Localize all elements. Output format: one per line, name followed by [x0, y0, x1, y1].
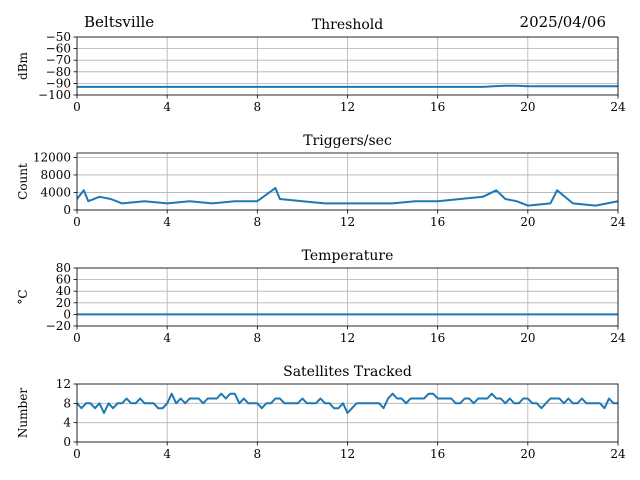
threshold-ytick-label: −90 — [46, 76, 71, 90]
satellites-xtick-label: 24 — [610, 447, 626, 461]
triggers-panel: 0 4 8 12 16 20 24 0 4000 8000 12000 Triggers/sec Cou… — [16, 133, 626, 229]
triggers-ylabel: Count — [16, 163, 30, 200]
temperature-ytick-label: 0 — [63, 307, 71, 321]
temperature-xtick-label: 20 — [520, 331, 535, 345]
triggers-title: Triggers/sec — [303, 133, 392, 149]
threshold-ytick-label: −60 — [46, 42, 71, 56]
satellites-series-line — [77, 392, 618, 414]
threshold-xtick-label: 8 — [254, 100, 262, 114]
satellites-panel: 0 4 8 12 16 20 24 0 4 8 12 Satellites Tracked Number — [16, 364, 626, 461]
temperature-xtick-label: 24 — [610, 331, 626, 345]
threshold-ytick-label: −80 — [46, 65, 71, 79]
satellites-ytick-label: 4 — [63, 416, 71, 430]
satellites-ytick-label: 12 — [56, 377, 71, 391]
triggers-ytick-label: 4000 — [40, 185, 71, 199]
threshold-title: Threshold — [312, 17, 383, 33]
threshold-series-line — [77, 84, 618, 88]
threshold-xtick-label: 20 — [520, 100, 535, 114]
satellites-xtick-label: 8 — [254, 447, 262, 461]
satellites-title: Satellites Tracked — [283, 364, 412, 380]
satellites-ylabel: Number — [16, 388, 30, 438]
temperature-ylabel: °C — [16, 289, 30, 304]
temperature-ytick-label: 20 — [56, 296, 71, 310]
triggers-ytick-label: 0 — [63, 203, 71, 217]
satellites-xtick-label: 4 — [163, 447, 171, 461]
triggers-xtick-label: 24 — [610, 215, 626, 229]
threshold-panel: 0 4 8 12 16 20 24 −100−90−80−70−60−50 Threshold d… — [16, 17, 626, 114]
temperature-ytick-label: 60 — [56, 273, 71, 287]
temperature-title: Temperature — [302, 248, 394, 264]
threshold-xtick-label: 4 — [163, 100, 171, 114]
temperature-xtick-label: 8 — [254, 331, 262, 345]
satellites-ytick-label: 8 — [63, 396, 71, 410]
threshold-xtick-label: 16 — [430, 100, 445, 114]
temperature-xtick-label: 0 — [73, 331, 81, 345]
triggers-xtick-label: 8 — [254, 215, 262, 229]
satellites-xtick-label: 16 — [430, 447, 445, 461]
triggers-ytick-label: 12000 — [33, 150, 71, 164]
temperature-ytick-label: 40 — [56, 284, 71, 298]
threshold-ylabel: dBm — [16, 51, 30, 80]
triggers-xtick-label: 0 — [73, 215, 81, 229]
satellites-xtick-label: 20 — [520, 447, 535, 461]
date-label: 2025/04/06 — [520, 13, 606, 31]
threshold-xtick-label: 12 — [340, 100, 355, 114]
panels: 0 4 8 12 16 20 24 −100−90−80−70−60−50 Threshold d… — [16, 17, 626, 461]
temperature-ytick-label: 80 — [56, 261, 71, 275]
temperature-xtick-label: 4 — [163, 331, 171, 345]
satellites-xtick-label: 0 — [73, 447, 81, 461]
satellites-xtick-label: 12 — [340, 447, 355, 461]
satellites-ytick-label: 0 — [63, 435, 71, 449]
triggers-ytick-label: 8000 — [40, 168, 71, 182]
threshold-xtick-label: 0 — [73, 100, 81, 114]
triggers-xtick-label: 20 — [520, 215, 535, 229]
station-label: Beltsville — [84, 13, 154, 31]
threshold-xtick-label: 24 — [610, 100, 626, 114]
temperature-xtick-label: 16 — [430, 331, 445, 345]
triggers-xtick-label: 12 — [340, 215, 355, 229]
temperature-ytick-label: −20 — [46, 319, 71, 333]
temperature-xtick-label: 12 — [340, 331, 355, 345]
triggers-series-line — [77, 187, 618, 207]
threshold-ytick-label: −50 — [46, 30, 71, 44]
triggers-xtick-label: 16 — [430, 215, 445, 229]
threshold-ytick-label: −100 — [38, 88, 71, 102]
triggers-xtick-label: 4 — [163, 215, 171, 229]
threshold-ytick-label: −70 — [46, 53, 71, 67]
